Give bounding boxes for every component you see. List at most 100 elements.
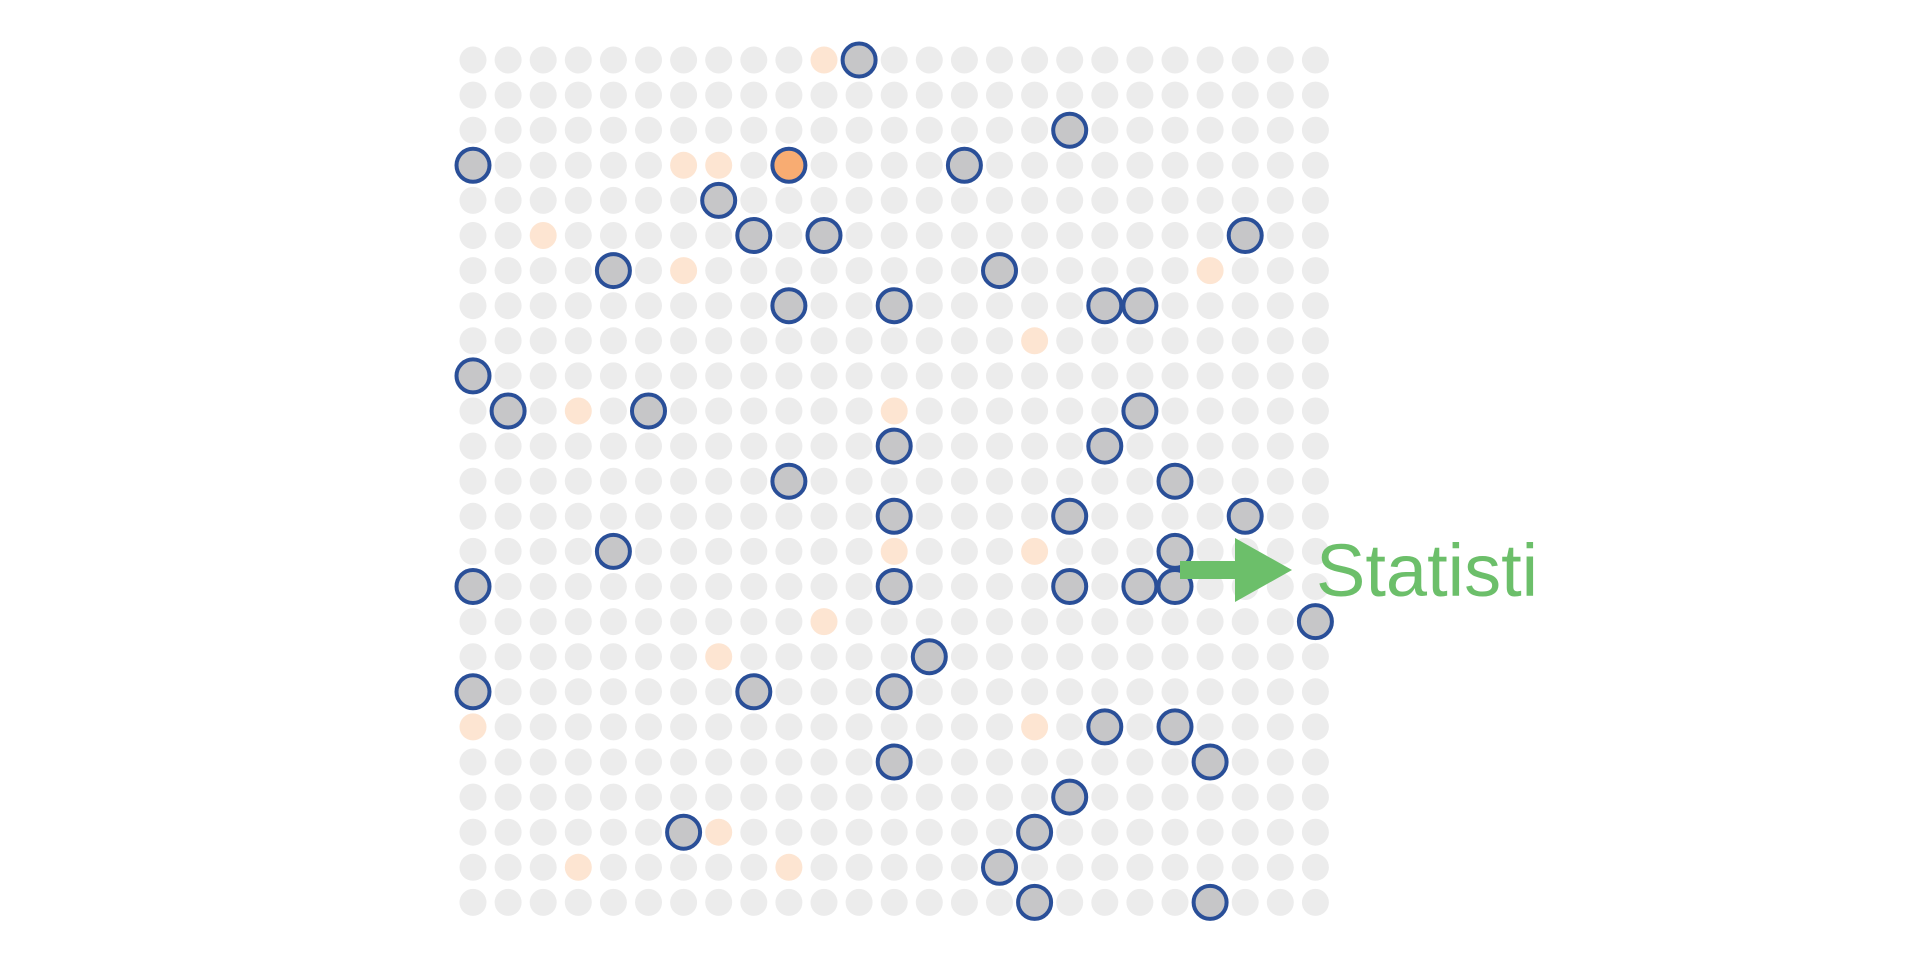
population-dot [1091, 643, 1119, 671]
population-dot [880, 818, 908, 846]
population-dot [986, 397, 1013, 425]
population-dot [494, 151, 522, 179]
sampled-dot [805, 217, 843, 254]
population-dot [810, 783, 838, 811]
population-dot [1091, 608, 1119, 636]
population-dot [1056, 327, 1084, 355]
population-dot [1266, 748, 1294, 776]
population-dot [950, 362, 978, 390]
population-dot [564, 222, 592, 249]
population-dot [740, 292, 768, 320]
population-dot [1266, 853, 1294, 881]
population-dot [950, 783, 978, 811]
population-dot [986, 151, 1013, 179]
population-dot [494, 222, 522, 249]
population-dot [950, 397, 978, 425]
population-dot [635, 573, 662, 600]
population-dot [670, 853, 698, 881]
population-dot [1196, 116, 1224, 144]
population-dot [1056, 748, 1084, 776]
population-dot [1056, 362, 1084, 390]
population-dot [986, 292, 1013, 320]
population-dot [740, 783, 768, 811]
population-dot-tinted [810, 608, 838, 636]
population-dot [880, 713, 908, 741]
population-dot [705, 783, 733, 811]
sampled-dot [594, 252, 632, 290]
population-dot [564, 186, 592, 214]
population-dot [635, 643, 662, 671]
population-dot [494, 502, 522, 530]
population-dot [1196, 678, 1224, 706]
population-dot [880, 186, 908, 214]
population-dot [494, 643, 522, 671]
population-dot [740, 888, 768, 916]
population-dot [459, 222, 487, 249]
population-dot [1231, 888, 1259, 916]
population-dot [1126, 151, 1154, 179]
sampled-dot [594, 532, 632, 570]
population-dot [1161, 257, 1189, 285]
population-dot [1266, 257, 1294, 285]
population-dot [635, 818, 662, 846]
population-dot [459, 257, 487, 285]
population-dot [915, 327, 943, 355]
population-dot [459, 186, 487, 214]
population-dot [1301, 292, 1329, 320]
population-dot [529, 292, 557, 320]
sampled-dot [875, 673, 913, 711]
population-dot [915, 853, 943, 881]
population-dot [1161, 116, 1189, 144]
population-dot [599, 713, 627, 741]
population-dot [915, 397, 943, 425]
population-dot [670, 81, 698, 109]
population-dot [1056, 81, 1084, 109]
population-dot [915, 748, 943, 776]
population-dot [1021, 643, 1049, 671]
population-dot [845, 818, 873, 846]
sampled-dot [700, 181, 738, 219]
population-dot [529, 608, 557, 636]
population-dot [1126, 643, 1154, 671]
population-dot [494, 888, 522, 916]
sampled-dot [489, 392, 527, 430]
population-dot [740, 81, 768, 109]
population-dot [986, 713, 1013, 741]
population-dot [810, 643, 838, 671]
population-dot [1196, 853, 1224, 881]
population-dot [845, 573, 873, 600]
sampled-dot [1121, 287, 1159, 325]
population-dot [775, 116, 803, 144]
population-dot [1231, 151, 1259, 179]
population-dot [775, 643, 803, 671]
population-dot [1266, 818, 1294, 846]
sampled-dot [665, 813, 703, 851]
population-dot [1231, 292, 1259, 320]
population-dot [810, 81, 838, 109]
population-dot [880, 783, 908, 811]
sampled-dot [875, 743, 913, 781]
population-dot [1161, 608, 1189, 636]
population-dot [459, 608, 487, 636]
population-dot [670, 537, 698, 565]
population-dot [459, 397, 487, 425]
population-dot [986, 467, 1013, 495]
population-dot [775, 678, 803, 706]
population-dot [986, 608, 1013, 636]
population-dot [599, 608, 627, 636]
population-grid [459, 46, 1329, 916]
population-dot [1091, 678, 1119, 706]
population-dot [775, 222, 803, 249]
population-dot-tinted [1021, 713, 1049, 741]
population-dot [599, 397, 627, 425]
population-dot [1126, 116, 1154, 144]
sampled-dot [770, 287, 808, 325]
population-dot [1301, 81, 1329, 109]
population-dot [564, 327, 592, 355]
population-dot [740, 186, 768, 214]
population-dot [775, 888, 803, 916]
population-dot [1161, 151, 1189, 179]
sampled-dot [1226, 497, 1264, 535]
population-dot [1231, 678, 1259, 706]
population-dot [1231, 783, 1259, 811]
